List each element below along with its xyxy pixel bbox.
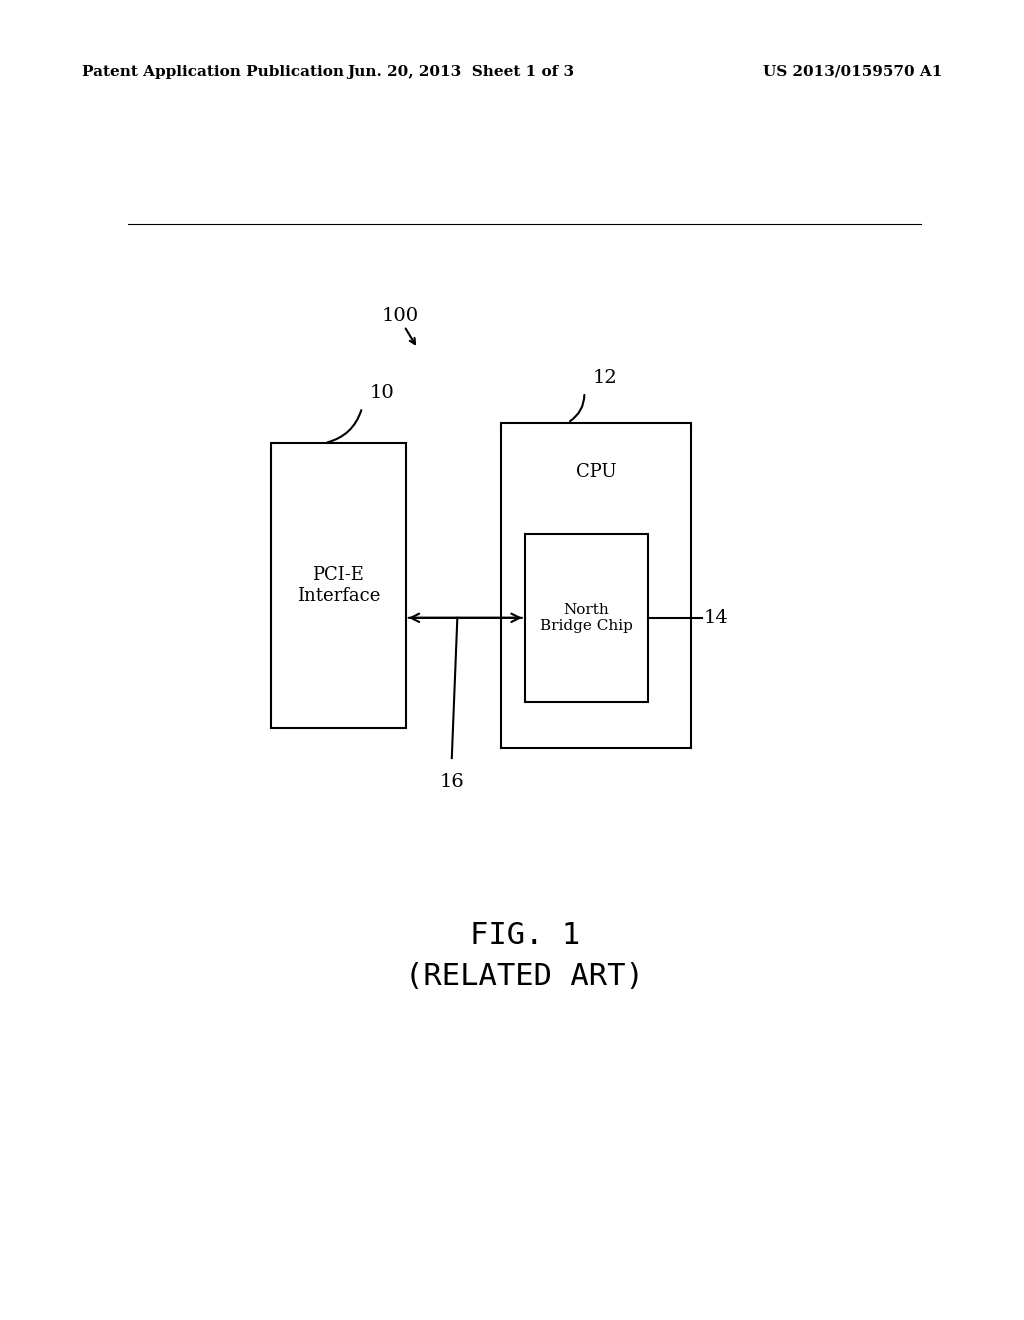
- Text: (RELATED ART): (RELATED ART): [406, 962, 644, 991]
- FancyBboxPatch shape: [524, 535, 648, 702]
- FancyBboxPatch shape: [501, 422, 691, 748]
- Text: 16: 16: [439, 774, 464, 791]
- Text: US 2013/0159570 A1: US 2013/0159570 A1: [763, 65, 942, 79]
- Text: CPU: CPU: [575, 463, 616, 482]
- Text: North
Bridge Chip: North Bridge Chip: [540, 603, 633, 634]
- Text: Jun. 20, 2013  Sheet 1 of 3: Jun. 20, 2013 Sheet 1 of 3: [347, 65, 574, 79]
- Text: 100: 100: [382, 308, 419, 325]
- Text: Patent Application Publication: Patent Application Publication: [82, 65, 344, 79]
- Text: 14: 14: [703, 609, 728, 627]
- Text: PCI-E
Interface: PCI-E Interface: [297, 566, 380, 605]
- Text: 10: 10: [370, 384, 395, 403]
- Text: 12: 12: [592, 370, 617, 387]
- FancyBboxPatch shape: [270, 444, 406, 727]
- Text: FIG. 1: FIG. 1: [470, 921, 580, 950]
